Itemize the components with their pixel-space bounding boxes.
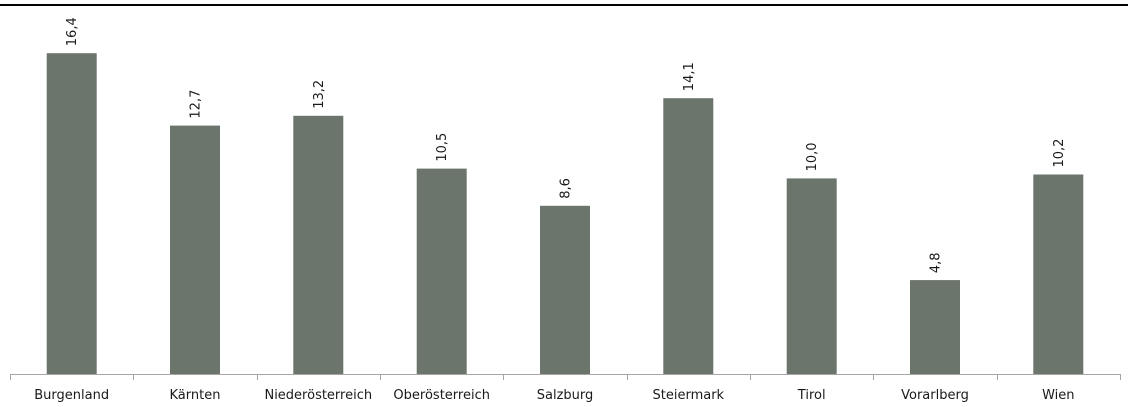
category-label-niederoesterreich: Niederösterreich — [264, 388, 372, 403]
value-label-steiermark: 14,1 — [682, 62, 697, 91]
value-label-wien: 10,2 — [1052, 139, 1067, 168]
category-label-kaernten: Kärnten — [170, 388, 221, 403]
value-label-vorarlberg: 4,8 — [929, 252, 944, 273]
x-axis — [10, 374, 1121, 380]
value-label-kaernten: 12,7 — [189, 90, 204, 119]
bar-burgenland — [46, 53, 97, 374]
bar-vorarlberg — [910, 280, 960, 374]
bar-steiermark — [663, 98, 714, 374]
value-labels-group: 16,4 12,7 13,2 10,5 8,6 14,1 10,0 4,8 10,2 — [65, 17, 1067, 273]
bar-salzburg — [540, 205, 590, 374]
category-label-salzburg: Salzburg — [537, 388, 594, 403]
value-label-salzburg: 8,6 — [559, 178, 574, 199]
bar-oberoesterreich — [416, 168, 467, 374]
value-label-tirol: 10,0 — [805, 142, 820, 171]
category-label-wien: Wien — [1042, 388, 1074, 403]
value-label-niederoesterreich: 13,2 — [312, 80, 327, 109]
bar-kaernten — [170, 125, 220, 374]
category-labels-group: Burgenland Kärnten Niederösterreich Oberöst… — [34, 388, 1074, 403]
top-border-rule — [0, 4, 1128, 6]
bar-niederoesterreich — [293, 115, 344, 375]
category-label-oberoesterreich: Oberösterreich — [393, 388, 490, 403]
bars-group — [46, 53, 1084, 375]
bar-tirol — [786, 178, 837, 374]
category-label-steiermark: Steiermark — [653, 388, 725, 403]
value-label-burgenland: 16,4 — [65, 17, 80, 46]
value-label-oberoesterreich: 10,5 — [435, 133, 450, 162]
category-label-vorarlberg: Vorarlberg — [901, 388, 969, 403]
bar-wien — [1033, 174, 1084, 374]
category-label-burgenland: Burgenland — [34, 388, 109, 403]
category-label-tirol: Tirol — [797, 388, 826, 403]
